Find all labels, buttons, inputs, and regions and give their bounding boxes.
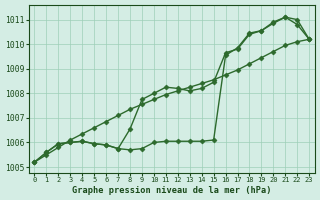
X-axis label: Graphe pression niveau de la mer (hPa): Graphe pression niveau de la mer (hPa) — [72, 186, 272, 195]
